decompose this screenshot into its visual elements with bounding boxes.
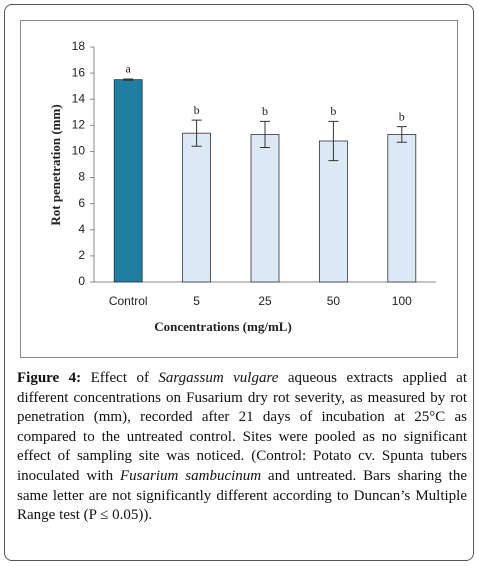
y-tick-label: 18 [72,39,86,53]
error-bar [123,78,134,81]
error-bar [260,120,270,149]
significance-letter: b [399,109,405,123]
significance-letter: b [330,104,336,118]
significance-letter: b [194,103,200,117]
bar [318,140,348,283]
bar [182,132,212,283]
x-tick-label: 50 [327,294,341,308]
y-tick-label: 2 [78,248,85,262]
bar [113,79,143,283]
x-axis-title: Concentrations (mg/mL) [154,319,292,334]
x-tick-label: Control [109,294,148,308]
y-tick-label: 4 [78,222,85,236]
x-tick-label: 5 [193,294,200,308]
caption-label: Figure 4: [17,370,82,386]
y-tick-label: 0 [78,274,85,288]
chart: Concentrations (mg/mL) Rot penetration (… [48,39,436,334]
significance-letter: b [262,104,268,118]
caption-text: and untreated. Bars sharing the same let… [17,467,467,524]
error-bar [396,126,407,143]
caption: Figure 4: Effect of Sargassum vulgare aq… [17,369,467,526]
y-tick-label: 16 [72,65,86,79]
caption-text: aqueous extracts applied at different co… [17,370,467,484]
y-tick-label: 6 [78,196,85,210]
caption-species: Fusarium sambucinum [120,467,262,484]
y-axis-title: Rot penetration (mm) [48,104,63,225]
x-tick-label: 25 [258,294,272,308]
bar [387,134,417,283]
y-tick-label: 14 [72,91,86,105]
y-tick-label: 12 [72,118,86,132]
significance-letter: a [126,62,132,76]
caption-species: Sargassum vulgare [158,370,279,386]
y-tick-label: 10 [72,144,86,158]
error-bar [191,119,202,147]
error-bar [328,120,339,162]
x-tick-label: 100 [392,294,412,308]
figure-frame [4,4,474,561]
y-tick-label: 8 [78,170,85,184]
caption-text: Effect of [81,370,159,386]
bar [250,134,280,283]
chart-box [20,20,458,358]
